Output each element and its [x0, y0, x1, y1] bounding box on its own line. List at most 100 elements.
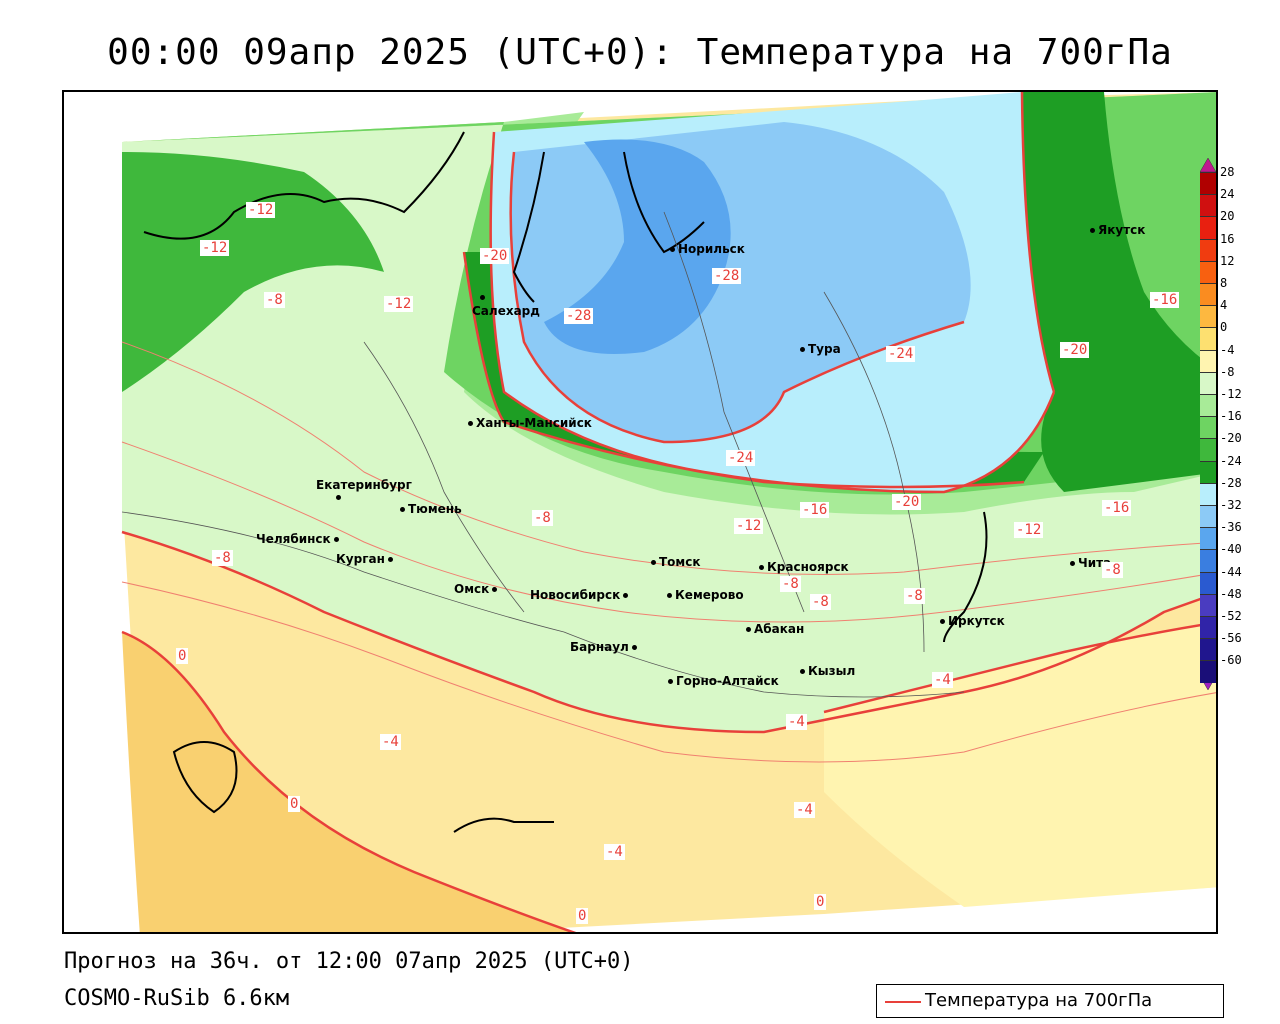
city-dot — [668, 679, 673, 684]
city-dot — [333, 537, 339, 542]
colorbar-tick: -48 — [1220, 586, 1242, 601]
contour-label: -4 — [794, 802, 815, 818]
city-dot — [387, 557, 393, 562]
city-krasnoyarsk: Красноярск — [759, 560, 849, 574]
city-irkutsk: Иркутск — [940, 614, 1005, 628]
colorbar-tick: -12 — [1220, 387, 1242, 401]
colorbar-segment — [1200, 216, 1216, 239]
city-dot — [336, 495, 341, 500]
contour-label: -8 — [532, 510, 553, 526]
contour-label: 0 — [576, 908, 589, 924]
colorbar-tick: 4 — [1220, 298, 1228, 313]
colorbar-tick: -28 — [1220, 475, 1242, 490]
contour-label: -12 — [246, 202, 276, 218]
city-omsk: Омск — [454, 582, 500, 596]
colorbar-segment — [1200, 238, 1216, 261]
colorbar-tick: 0 — [1220, 320, 1228, 335]
city-tyumen: Тюмень — [400, 502, 462, 516]
city-salekhard — [480, 290, 488, 304]
colorbar-segment — [1200, 549, 1216, 572]
city-kurgan: Курган — [336, 552, 396, 566]
colorbar-tick: 12 — [1220, 253, 1235, 268]
contour-label: -4 — [380, 734, 401, 750]
colorbar-segment — [1200, 505, 1216, 528]
colorbar-segment — [1200, 593, 1216, 616]
city-khanty-mansiysk: Ханты-Мансийск — [468, 416, 592, 430]
city-dot — [667, 593, 672, 598]
city-dot — [623, 593, 629, 598]
colorbar-segment — [1200, 616, 1216, 639]
colorbar-segment — [1200, 327, 1216, 350]
contour-label: -8 — [1102, 562, 1123, 578]
legend-label: Температура на 700гПа — [925, 990, 1153, 1011]
map-fields — [64, 92, 1216, 932]
contour-label: -12 — [1014, 522, 1044, 538]
city-dot — [468, 421, 473, 426]
city-yekaterinburg-label: Екатеринбург — [316, 478, 412, 492]
colorbar-segment — [1200, 416, 1216, 439]
colorbar-tick: 16 — [1220, 231, 1235, 246]
city-dot — [400, 507, 405, 512]
contour-label: -12 — [734, 518, 764, 534]
contour-label: -8 — [264, 292, 285, 308]
city-dot — [492, 587, 498, 592]
city-dot — [480, 295, 485, 300]
city-tura: Тура — [800, 342, 841, 356]
forecast-info: Прогноз на 36ч. от 12:00 07апр 2025 (UTC… — [64, 949, 634, 974]
city-yekaterinburg-dot — [336, 490, 344, 504]
colorbar-tick: -52 — [1220, 609, 1242, 623]
temperature-map: Якутск Норильск Салехард Тура Ханты-Манс… — [62, 90, 1218, 934]
contour-label: -8 — [904, 588, 925, 604]
colorbar-segment — [1200, 260, 1216, 283]
colorbar-tick: -56 — [1220, 631, 1242, 646]
colorbar-segment — [1200, 283, 1216, 306]
contour-label: -12 — [200, 240, 230, 256]
colorbar-tick: 28 — [1220, 165, 1235, 179]
contour-label: -28 — [712, 268, 742, 284]
contour-label: -8 — [810, 594, 831, 610]
contour-label: -8 — [780, 576, 801, 592]
colorbar-segment — [1200, 660, 1216, 683]
contour-label: 0 — [814, 894, 827, 910]
colorbar-tick: -16 — [1220, 409, 1242, 424]
zone-minus28-to-minus32 — [544, 139, 731, 354]
colorbar-segment — [1200, 460, 1216, 483]
map-title: 00:00 09апр 2025 (UTC+0): Температура на… — [107, 32, 1173, 73]
contour-label: -28 — [564, 308, 594, 324]
colorbar-tick: -20 — [1220, 431, 1242, 446]
contour-label: -16 — [800, 502, 830, 518]
zone-4-to-8 — [122, 632, 573, 932]
contour-label: -16 — [1102, 500, 1132, 516]
colorbar-segment — [1200, 438, 1216, 461]
contour-label: -4 — [604, 844, 625, 860]
colorbar-segment — [1200, 172, 1216, 195]
colorbar-segment — [1200, 527, 1216, 550]
city-dot — [1070, 561, 1075, 566]
colorbar-tick: -4 — [1220, 342, 1235, 357]
colorbar-segment — [1200, 194, 1216, 217]
colorbar-tick: -40 — [1220, 542, 1242, 557]
colorbar-segment — [1200, 571, 1216, 594]
colorbar-tick: -44 — [1220, 564, 1242, 579]
city-dot — [651, 560, 656, 565]
city-dot — [800, 347, 805, 352]
city-dot — [746, 627, 751, 632]
contour-label: -20 — [892, 494, 922, 510]
colorbar-segment — [1200, 371, 1216, 394]
city-yakutsk: Якутск — [1090, 223, 1145, 237]
city-barnaul: Барнаул — [570, 640, 640, 654]
contour-label: -16 — [1150, 292, 1180, 308]
contour-label: -4 — [932, 672, 953, 688]
colorbar-segment — [1200, 394, 1216, 417]
city-kyzyl: Кызыл — [800, 664, 855, 678]
colorbar-segment — [1200, 305, 1216, 328]
contour-label: -24 — [726, 450, 756, 466]
city-chelyabinsk: Челябинск — [256, 532, 342, 546]
city-novosibirsk: Новосибирск — [530, 588, 631, 602]
contour-label: -24 — [886, 346, 916, 362]
city-norilsk: Норильск — [670, 242, 745, 256]
colorbar-segment — [1200, 638, 1216, 661]
city-abakan: Абакан — [746, 622, 804, 636]
contour-label: -20 — [480, 248, 510, 264]
contour-label: 0 — [288, 796, 301, 812]
